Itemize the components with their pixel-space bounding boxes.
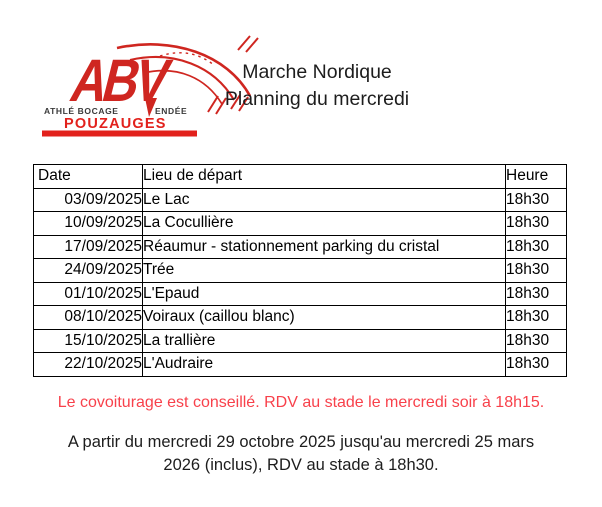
header-heure: Heure (505, 164, 567, 189)
date-cell: 03/09/2025 (33, 187, 143, 212)
header-lieu: Lieu de départ (142, 164, 506, 189)
lieu-cell: Trée (142, 258, 506, 283)
lieu-cell: L'Epaud (142, 281, 506, 306)
winter-note-line2: 2026 (inclus), RDV au stade à 18h30. (163, 456, 439, 474)
lieu-cell: Le Lac (142, 187, 506, 212)
date-cell: 22/10/2025 (33, 352, 143, 377)
abv-club-logo: ABV ATHLÉ BOCAGE ENDÉE POUZAUGES (42, 34, 262, 146)
page-title-line2: Planning du mercredi (224, 88, 410, 110)
abv-letters: ABV (65, 46, 177, 114)
logo-underline-bar (42, 130, 197, 137)
table-row: 15/10/2025 La trallière 18h30 (33, 328, 567, 353)
winter-schedule-note: A partir du mercredi 29 octobre 2025 jus… (0, 431, 602, 477)
lieu-cell: Voiraux (caillou blanc) (142, 305, 506, 330)
table-row: 24/09/2025 Trée 18h30 (33, 258, 567, 283)
lieu-cell: La trallière (142, 328, 506, 353)
heure-cell: 18h30 (505, 211, 567, 236)
date-cell: 17/09/2025 (33, 234, 143, 259)
page-title: Marche Nordique Planning du mercredi (160, 59, 474, 113)
table-row: 01/10/2025 L'Epaud 18h30 (33, 281, 567, 306)
table-row: 03/09/2025 Le Lac 18h30 (33, 187, 567, 212)
heure-cell: 18h30 (505, 305, 567, 330)
date-cell: 08/10/2025 (33, 305, 143, 330)
winter-note-line1: A partir du mercredi 29 octobre 2025 jus… (67, 433, 535, 451)
heure-cell: 18h30 (505, 281, 567, 306)
lieu-cell: Réaumur - stationnement parking du crist… (142, 234, 506, 259)
table-row: 10/09/2025 La Cocullière 18h30 (33, 211, 567, 236)
planning-table: Date Lieu de départ Heure 03/09/2025 Le L… (33, 164, 567, 377)
heure-cell: 18h30 (505, 352, 567, 377)
logo-city: POUZAUGES (64, 116, 167, 132)
table-header-row: Date Lieu de départ Heure (33, 164, 567, 189)
date-cell: 15/10/2025 (33, 328, 143, 353)
v-tail-icon (145, 98, 157, 117)
planning-table-body: 03/09/2025 Le Lac 18h30 10/09/2025 La Cocull… (33, 187, 567, 377)
heure-cell: 18h30 (505, 328, 567, 353)
page-title-line1: Marche Nordique (242, 61, 392, 83)
abv-logo-graphic: ABV ATHLÉ BOCAGE ENDÉE POUZAUGES (42, 35, 259, 137)
date-cell: 24/09/2025 (33, 258, 143, 283)
logo-subtitle-left: ATHLÉ BOCAGE (44, 106, 119, 116)
date-cell: 01/10/2025 (33, 281, 143, 306)
heure-cell: 18h30 (505, 234, 567, 259)
table-row: 17/09/2025 Réaumur - stationnement parkin… (33, 234, 567, 259)
table-row: 22/10/2025 L'Audraire 18h30 (33, 352, 567, 377)
lieu-cell: L'Audraire (142, 352, 506, 377)
lieu-cell: La Cocullière (142, 211, 506, 236)
heure-cell: 18h30 (505, 187, 567, 212)
logo-subtitle-right: ENDÉE (155, 106, 187, 116)
header-date: Date (33, 164, 143, 189)
table-row: 08/10/2025 Voiraux (caillou blanc) 18h30 (33, 305, 567, 330)
carpool-note: Le covoiturage est conseillé. RDV au sta… (57, 394, 545, 411)
track-arcs-icon (116, 35, 259, 115)
heure-cell: 18h30 (505, 258, 567, 283)
date-cell: 10/09/2025 (33, 211, 143, 236)
